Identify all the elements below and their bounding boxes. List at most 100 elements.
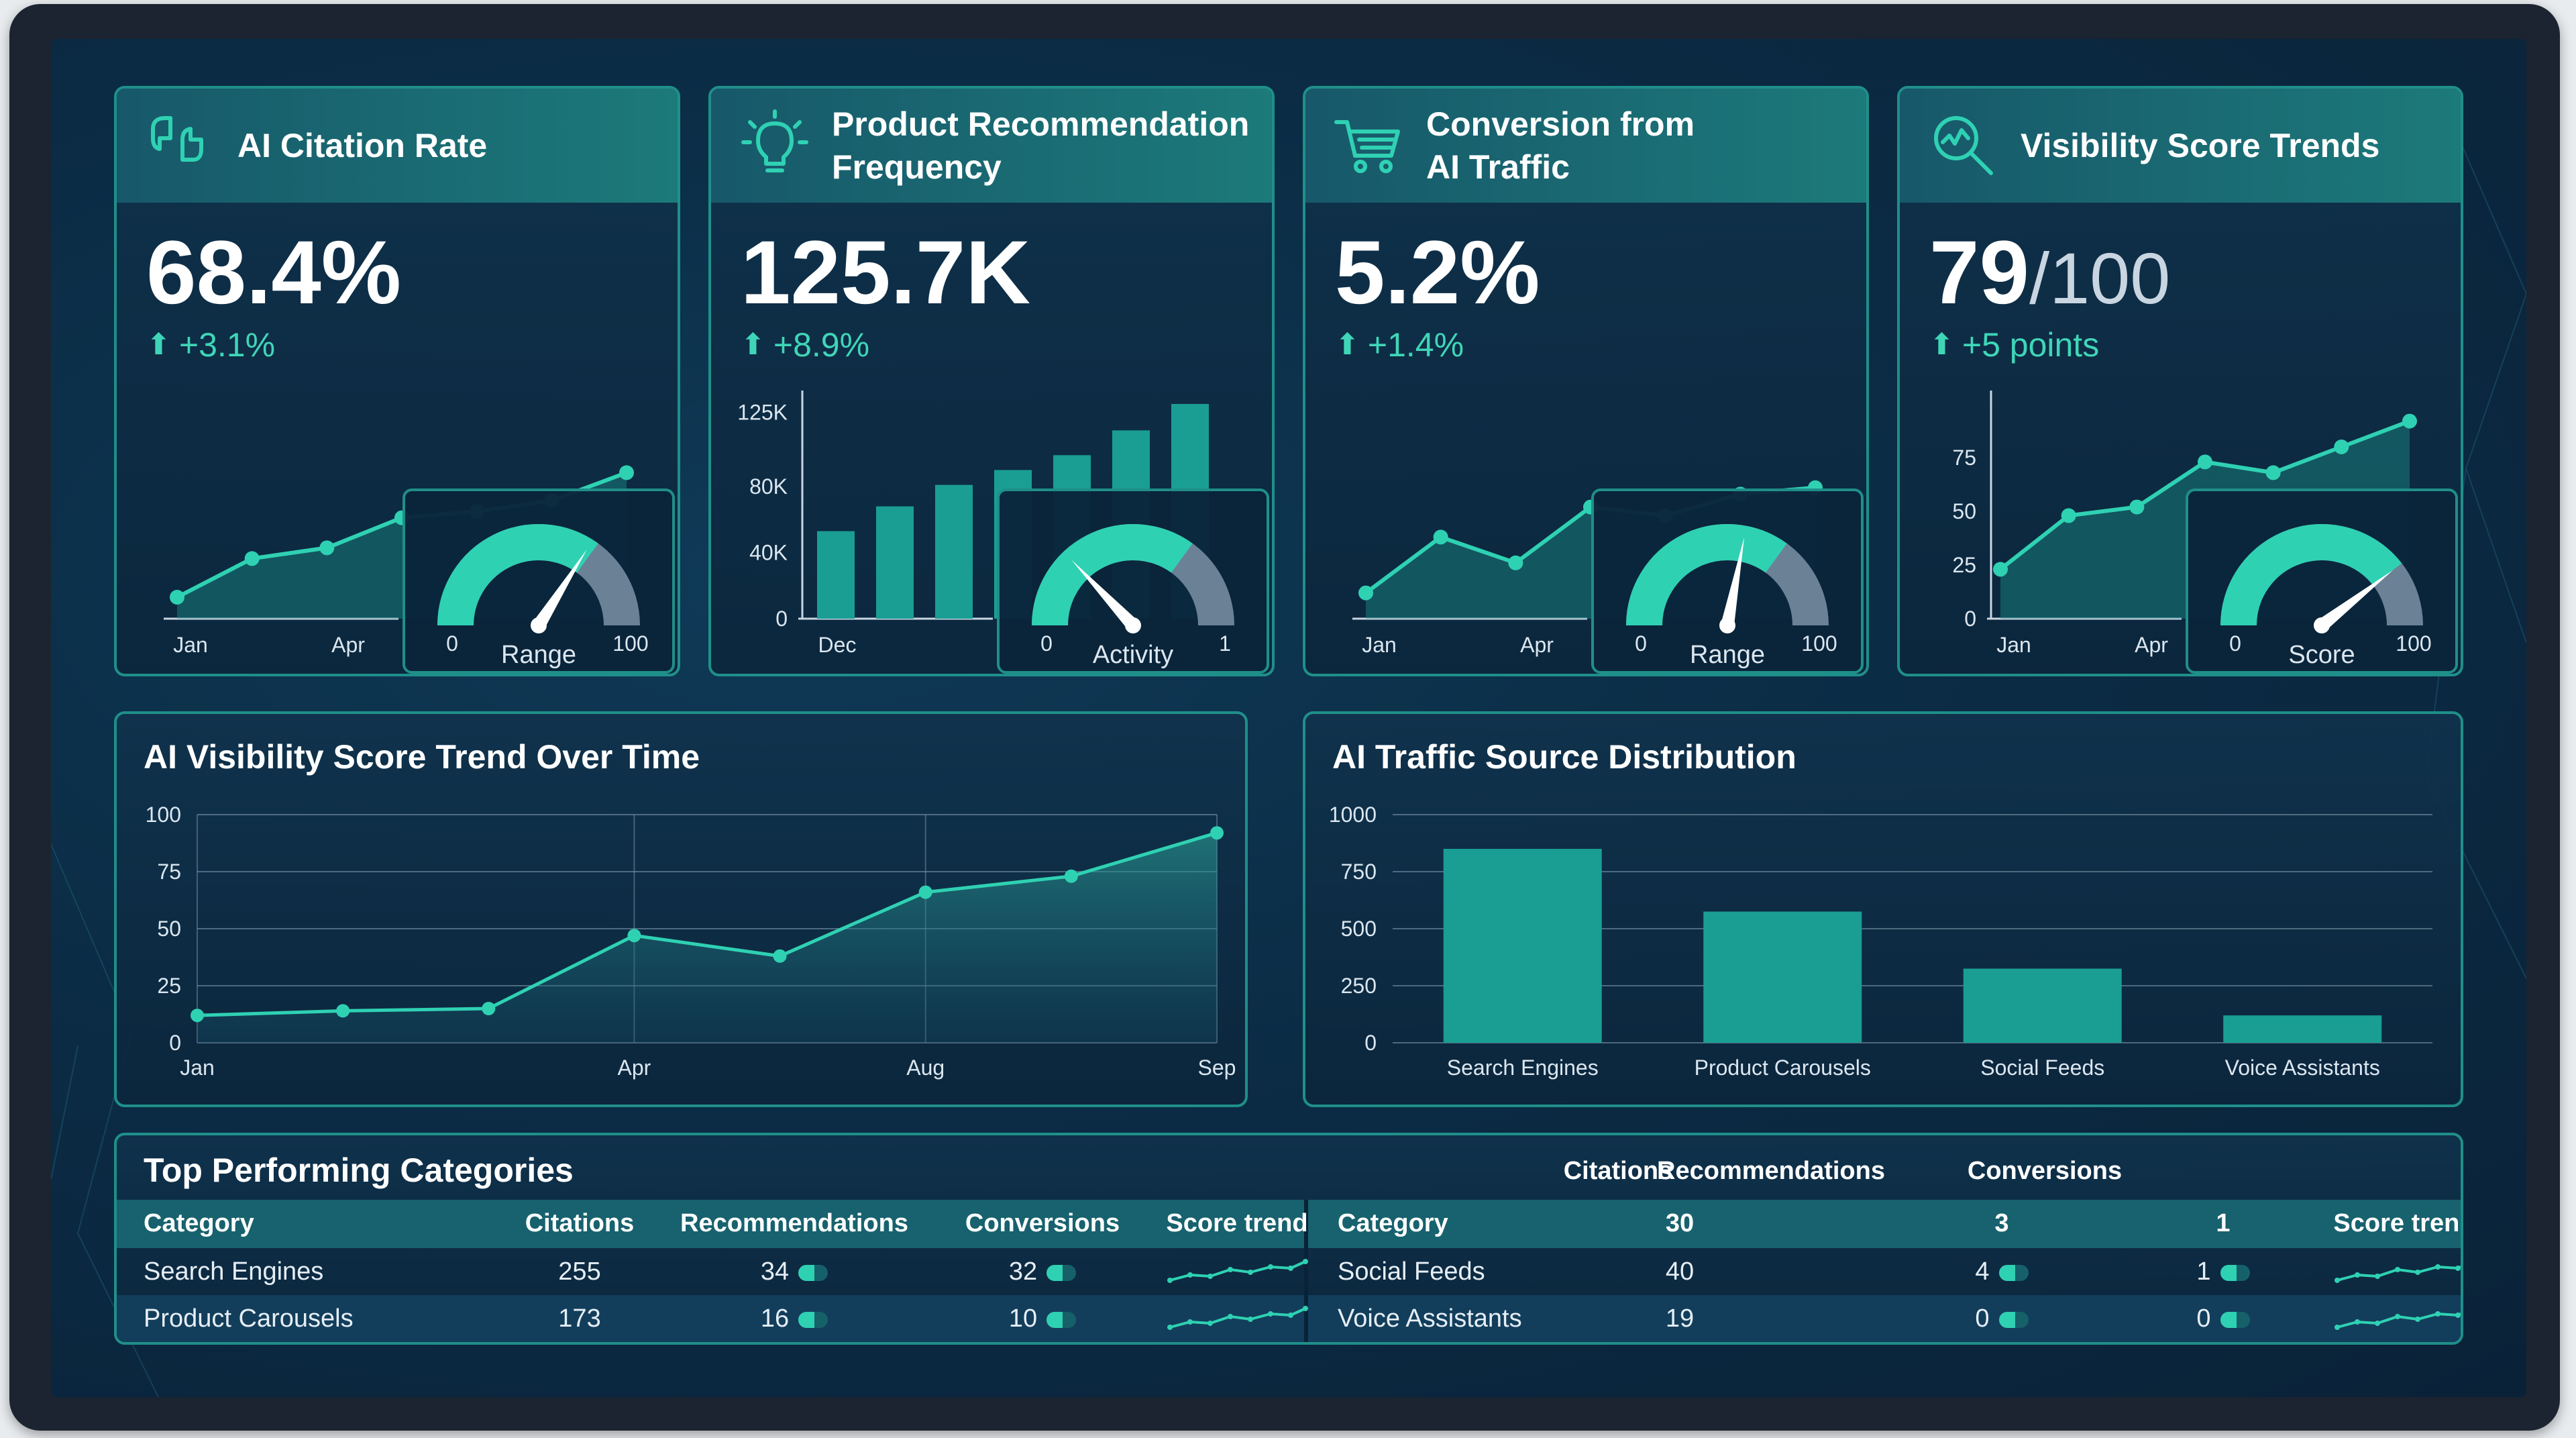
data-point — [619, 465, 634, 480]
quote-icon — [144, 109, 217, 183]
kpi-change-value: +8.9% — [773, 326, 870, 364]
cell-conversions: 32 — [922, 1256, 1163, 1287]
kpi-value: 79/100 — [1929, 226, 2170, 325]
mini-bar-indicator — [1046, 1264, 1077, 1281]
column-header: Score trend — [2333, 1209, 2463, 1237]
cell-recommendations-value: 0 — [1975, 1304, 1990, 1333]
kpi-header — [117, 89, 678, 203]
data-point — [1064, 869, 1078, 883]
gauge-hub — [531, 617, 547, 633]
bar — [817, 531, 855, 619]
sparkline-point — [1268, 1264, 1273, 1270]
kpi-value-number: 68.4% — [146, 223, 401, 323]
table-row-alt-band — [117, 1295, 2461, 1342]
x-tick-label: Sep — [1198, 1056, 1236, 1080]
sparkline-point — [1268, 1311, 1273, 1317]
column-header: Category — [144, 1209, 254, 1237]
x-tick-label: Apr — [618, 1056, 651, 1080]
magnifier-icon — [1934, 116, 1993, 175]
gauge-hub — [1719, 617, 1735, 633]
kpi-value: 125.7K — [741, 226, 1030, 320]
data-point — [1508, 555, 1523, 570]
gauge-hub — [2314, 617, 2330, 633]
cell-conversions-value: 10 — [1008, 1304, 1038, 1333]
cell-recommendations: 34 — [667, 1256, 922, 1287]
up-arrow-icon: ⬆ — [741, 328, 765, 361]
data-point — [1210, 826, 1224, 840]
y-tick-label: 0 — [775, 607, 788, 631]
sparkline-point — [1248, 1317, 1253, 1322]
sparkline-point — [1208, 1274, 1213, 1279]
y-tick-label: 25 — [1952, 553, 1976, 577]
x-tick-label: Jan — [180, 1056, 215, 1080]
kpi-card: Visibility Score Trends 79/100 ⬆ +5 points 7… — [1897, 86, 2463, 676]
kpi-value-number: 5.2% — [1335, 223, 1540, 323]
lightbulb-icon — [741, 109, 808, 172]
data-point — [1993, 562, 2008, 577]
gauge-min-label: 0 — [1040, 631, 1053, 656]
gauge-fill — [1032, 524, 1193, 626]
column-header: Citations — [525, 1209, 635, 1237]
y-tick-label: 0 — [1964, 607, 1976, 631]
column-header: 3 — [1994, 1209, 2009, 1237]
cell-category-value: Search Engines — [144, 1257, 324, 1286]
gauge-fill — [2220, 524, 2402, 626]
sparkline-point — [1228, 1267, 1233, 1272]
sparkline-point — [1288, 1266, 1293, 1271]
bar — [2223, 1015, 2382, 1043]
gauge-min-label: 0 — [1635, 631, 1647, 656]
column-header: Score trend — [1166, 1209, 1308, 1237]
bar — [1963, 968, 2122, 1043]
up-arrow-icon: ⬆ — [1335, 328, 1360, 361]
kpi-change-value: +1.4% — [1367, 326, 1464, 364]
data-point — [2061, 508, 2076, 523]
gauge-dial: 0 100 Range — [1626, 524, 1837, 669]
sparkline-point — [1303, 1259, 1308, 1264]
mini-bar-indicator — [2220, 1311, 2250, 1328]
visibility-trend-panel: AI Visibility Score Trend Over Time 0 25 5… — [114, 711, 1248, 1107]
cell-conversions: 1 — [2102, 1256, 2344, 1287]
cell-citations-value: 255 — [558, 1257, 601, 1286]
up-arrow-icon: ⬆ — [1929, 328, 1954, 361]
score-trend-sparkline — [1167, 1259, 1308, 1283]
y-tick-label: 250 — [1341, 974, 1377, 998]
gauge-needle — [2317, 570, 2393, 631]
kpi-card: Conversion from AI Traffic 5.2% ⬆ +1.4% Jan A… — [1303, 86, 1869, 676]
mini-bar-indicator — [1046, 1311, 1077, 1328]
gauge-needle — [1071, 560, 1138, 630]
gauge-max-label: 100 — [1801, 631, 1837, 656]
bar — [1443, 849, 1602, 1043]
sparkline-path — [1169, 1260, 1306, 1282]
sparkline-point — [2435, 1311, 2440, 1317]
sparkline-point — [2455, 1313, 2461, 1318]
sparkline-path — [1169, 1307, 1306, 1329]
panel-title: AI Traffic Source Distribution — [1332, 738, 1796, 776]
x-tick-label: Search Engines — [1447, 1056, 1599, 1080]
gauge-fill — [437, 524, 598, 626]
top-categories-panel: Top Performing Categories Citations Recom… — [114, 1133, 2463, 1345]
sparkline-point — [2334, 1278, 2340, 1283]
cell-citations-value: 19 — [1665, 1304, 1695, 1333]
gauge-widget: 0 1 Activity — [997, 489, 1269, 674]
data-point — [2129, 499, 2145, 515]
y-tick-label: 1000 — [1329, 803, 1377, 827]
gauge-max-label: 100 — [2396, 631, 2431, 656]
data-point — [2265, 465, 2281, 480]
kpi-title: Conversion from AI Traffic — [1426, 105, 1695, 186]
sparkline-point — [1303, 1306, 1308, 1311]
kpi-change: ⬆ +8.9% — [741, 325, 869, 365]
x-tick-label: Jan — [1362, 633, 1397, 657]
bar — [876, 506, 914, 619]
cart-icon — [1332, 109, 1406, 183]
x-tick-label: Product Carousels — [1695, 1056, 1871, 1080]
cell-citations-value: 40 — [1665, 1257, 1695, 1286]
sparkline-point — [2395, 1314, 2400, 1319]
trend-line — [197, 831, 1218, 1017]
sparkline-point — [2334, 1325, 2340, 1330]
mini-bar-indicator — [798, 1264, 828, 1281]
cell-citations: 40 — [1593, 1256, 1767, 1287]
data-point — [1358, 585, 1373, 601]
gauge-min-label: 0 — [446, 631, 458, 656]
table-header-row — [117, 1200, 2461, 1248]
gauge-widget: 0 100 Range — [1591, 489, 1864, 674]
